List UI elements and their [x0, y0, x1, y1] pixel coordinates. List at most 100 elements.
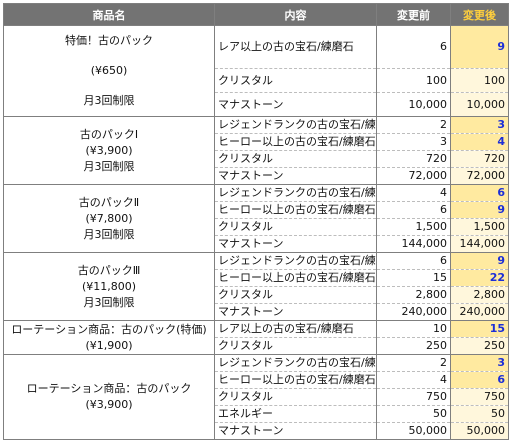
item-cell: レジェンドランクの古の宝石/練磨石	[214, 116, 377, 134]
product-name-line: 古のパックⅢ	[77, 263, 141, 277]
product-name-line: (¥1,900)	[85, 338, 133, 352]
after-value-cell: 22	[450, 269, 509, 287]
product-name-line: 月3回制限	[83, 94, 135, 107]
table-row: ヒーロー以上の古の宝石/練磨石 15 22	[4, 269, 509, 287]
table-row: クリスタル 750 750	[4, 388, 509, 406]
header-after: 変更後	[450, 3, 509, 26]
product-name-line: (¥3,900)	[85, 398, 133, 411]
product-name-line: (¥7,800)	[85, 211, 133, 225]
product-name-cell: 古のパックⅡ (¥7,800) 月3回制限	[3, 184, 215, 253]
before-value-cell: 250	[376, 337, 451, 355]
product-name-cell: 古のパックⅢ (¥11,800) 月3回制限	[3, 252, 215, 321]
before-value-cell: 4	[376, 184, 451, 202]
header-before: 変更前	[376, 3, 451, 26]
after-value-cell: 720	[450, 150, 509, 168]
item-cell: マナストーン	[214, 422, 377, 440]
table-row: クリスタル 720 720	[4, 150, 509, 168]
item-cell: レジェンドランクの古の宝石/練磨石	[214, 252, 377, 270]
before-value-cell: 2,800	[376, 286, 451, 304]
before-value-cell: 2	[376, 116, 451, 134]
table-row: 特価！古のパック (¥650) 月3回制限 レア以上の古の宝石/練磨石 6 9	[3, 24, 509, 117]
item-cell: マナストーン	[214, 303, 377, 321]
after-value-cell: 750	[450, 388, 509, 406]
item-cell: ヒーロー以上の古の宝石/練磨石	[214, 201, 377, 219]
before-value-cell: 1,500	[376, 218, 451, 236]
after-value-cell: 15	[450, 320, 509, 338]
item-cell: クリスタル	[214, 218, 377, 236]
after-value-cell: 9	[450, 201, 509, 219]
item-cell: クリスタル	[214, 388, 377, 406]
pack-change-table: 商品名 内容 変更前 変更後 特価！古のパック (¥650) 月3回制限 レア以上の古…	[3, 3, 509, 440]
product-name-line: 古のパックⅠ	[79, 127, 139, 141]
product-name-line: ローテーション商品：古のパック(特価)	[11, 322, 207, 336]
after-value-cell: 3	[450, 354, 509, 372]
before-value-cell: 4	[376, 371, 451, 389]
after-value-cell: 4	[450, 133, 509, 151]
after-value-cell: 50,000	[450, 422, 509, 440]
after-value-cell: 72,000	[450, 167, 509, 185]
product-name-line: ローテーション商品：古のパック	[26, 382, 192, 395]
table-row: エネルギー 50 50	[4, 405, 509, 423]
product-name-line: 月3回制限	[83, 295, 135, 309]
after-value-cell: 144,000	[450, 235, 509, 253]
item-cell: ヒーロー以上の古の宝石/練磨石	[214, 269, 377, 287]
table-row: ローテーション商品：古のパック(特価) (¥1,900) レア以上の古の宝石/練磨石…	[3, 320, 509, 355]
product-name-line: 月3回制限	[83, 227, 135, 241]
item-cell: ヒーロー以上の古の宝石/練磨石	[214, 133, 377, 151]
before-value-cell: 10	[376, 320, 451, 338]
table-row: クリスタル 1,500 1,500	[4, 218, 509, 236]
before-value-cell: 6	[376, 252, 451, 270]
table-row: ヒーロー以上の古の宝石/練磨石 3 4	[4, 133, 509, 151]
before-value-cell: 750	[376, 388, 451, 406]
item-cell: マナストーン	[214, 235, 377, 253]
before-value-cell: 2	[376, 354, 451, 372]
table-body: 特価！古のパック (¥650) 月3回制限 レア以上の古の宝石/練磨石 6 9 クリスタル 1…	[3, 24, 509, 440]
before-value-cell: 6	[376, 201, 451, 219]
after-value-cell: 3	[450, 116, 509, 134]
header-product: 商品名	[3, 3, 215, 26]
item-cell: エネルギー	[214, 405, 377, 423]
before-value-cell: 144,000	[376, 235, 451, 253]
product-name-line: (¥11,800)	[81, 279, 137, 293]
table-row: ヒーロー以上の古の宝石/練磨石 6 9	[4, 201, 509, 219]
after-value-cell: 9	[450, 24, 509, 69]
item-cell: クリスタル	[214, 150, 377, 168]
before-value-cell: 3	[376, 133, 451, 151]
before-value-cell: 50,000	[376, 422, 451, 440]
after-value-cell: 250	[450, 337, 509, 355]
product-name-line: (¥650)	[90, 64, 128, 77]
after-value-cell: 6	[450, 371, 509, 389]
table-row: マナストーン 10,000 10,000	[4, 92, 509, 117]
before-value-cell: 15	[376, 269, 451, 287]
product-name-cell: 古のパックⅠ (¥3,900) 月3回制限	[3, 116, 215, 185]
after-value-cell: 100	[450, 68, 509, 93]
item-cell: レジェンドランクの古の宝石/練磨石	[214, 184, 377, 202]
before-value-cell: 50	[376, 405, 451, 423]
table-row: クリスタル 100 100	[4, 68, 509, 93]
table-row: ヒーロー以上の古の宝石/練磨石 4 6	[4, 371, 509, 389]
item-cell: クリスタル	[214, 286, 377, 304]
item-cell: レア以上の古の宝石/練磨石	[214, 24, 377, 69]
after-value-cell: 9	[450, 252, 509, 270]
table-row: クリスタル 2,800 2,800	[4, 286, 509, 304]
item-cell: レジェンドランクの古の宝石/練磨石	[214, 354, 377, 372]
product-name-line: (¥3,900)	[85, 143, 133, 157]
after-value-cell: 6	[450, 184, 509, 202]
table-row: マナストーン 144,000 144,000	[4, 235, 509, 253]
header-row: 商品名 内容 変更前 変更後	[3, 3, 509, 26]
table-row: 古のパックⅠ (¥3,900) 月3回制限 レジェンドランクの古の宝石/練磨石23	[3, 116, 509, 185]
product-name-line: 特価！古のパック	[65, 34, 153, 47]
product-name-cell: ローテーション商品：古のパック(特価) (¥1,900)	[3, 320, 215, 355]
product-name-cell: ローテーション商品：古のパック (¥3,900)	[3, 354, 215, 440]
table-row: ローテーション商品：古のパック (¥3,900) レジェンドランクの古の宝石/練磨石…	[3, 354, 509, 440]
before-value-cell: 10,000	[376, 92, 451, 117]
item-cell: マナストーン	[214, 92, 377, 117]
after-value-cell: 1,500	[450, 218, 509, 236]
before-value-cell: 6	[376, 24, 451, 69]
product-name-line: 古のパックⅡ	[78, 195, 140, 209]
after-value-cell: 10,000	[450, 92, 509, 117]
before-value-cell: 240,000	[376, 303, 451, 321]
after-value-cell: 240,000	[450, 303, 509, 321]
table-row: マナストーン 72,000 72,000	[4, 167, 509, 185]
